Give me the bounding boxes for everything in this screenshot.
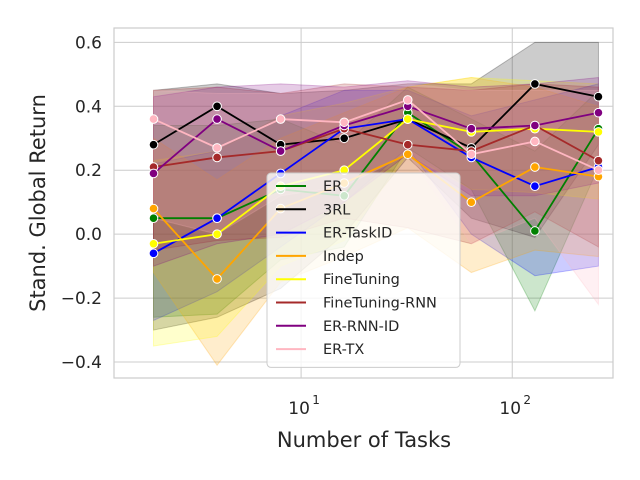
legend-label: ER-TaskID — [323, 226, 392, 242]
y-tick-label: −0.2 — [61, 289, 102, 309]
data-point — [212, 274, 222, 284]
confidence-band — [153, 83, 599, 307]
legend-label: ER — [323, 179, 342, 195]
data-point — [148, 203, 159, 214]
data-point — [530, 120, 540, 131]
legend: ER 3RL ER-TaskID Indep FineTuning FineTuning-… — [266, 172, 461, 368]
legend-label: ER-TX — [323, 342, 364, 358]
data-point — [148, 238, 159, 249]
data-point — [530, 136, 540, 147]
data-point — [530, 226, 540, 236]
data-point — [593, 155, 604, 166]
data-point — [275, 114, 286, 124]
y-axis-label: Stand. Global Return — [26, 94, 50, 312]
y-tick-label: −0.4 — [61, 353, 102, 373]
x-axis-label: Number of Tasks — [277, 428, 451, 452]
data-point — [212, 114, 222, 124]
series-line — [153, 124, 599, 168]
x-tick-exponent: 1 — [312, 393, 320, 407]
data-point — [402, 114, 413, 124]
y-tick-label: 0.6 — [75, 33, 102, 53]
confidence-band — [153, 76, 599, 267]
data-point — [593, 91, 604, 102]
data-point — [466, 197, 477, 208]
legend-label: ER-RNN-ID — [323, 319, 399, 335]
legend-box — [266, 172, 461, 368]
data-point — [402, 95, 413, 105]
data-point — [275, 146, 286, 156]
data-point — [148, 213, 159, 223]
legend-label: 3RL — [323, 202, 350, 218]
data-point — [530, 162, 540, 172]
x-tick-label: 10 — [288, 399, 310, 419]
y-tick-label: 0.0 — [75, 225, 102, 245]
series-line — [153, 118, 599, 255]
data-point — [593, 165, 604, 176]
data-point — [530, 181, 540, 192]
y-tick-label: 0.4 — [75, 97, 102, 117]
series-line — [153, 111, 600, 233]
data-point — [339, 133, 349, 144]
legend-label: FineTuning-RNN — [323, 296, 437, 312]
legend-label: Indep — [323, 249, 364, 265]
series-line — [153, 82, 599, 149]
x-tick-label: 10 — [499, 399, 521, 419]
data-point — [148, 248, 159, 259]
series-line — [153, 98, 599, 172]
data-point — [402, 149, 413, 160]
x-tick-exponent: 2 — [523, 393, 531, 407]
series-line — [152, 153, 599, 281]
x-tick-labels: 10 1 10 2 — [288, 393, 531, 419]
data-point — [148, 139, 159, 150]
data-point — [593, 127, 604, 137]
data-point — [466, 123, 477, 134]
data-point — [402, 139, 413, 150]
data-point — [212, 229, 222, 239]
y-tick-label: 0.2 — [75, 161, 102, 181]
data-point — [212, 101, 222, 112]
data-point — [530, 79, 540, 89]
data-point — [593, 107, 604, 118]
data-point — [339, 117, 349, 128]
data-point — [212, 152, 222, 163]
data-point — [212, 213, 222, 223]
data-point — [212, 143, 222, 153]
data-point — [148, 114, 159, 124]
y-tick-labels: −0.4 −0.2 0.0 0.2 0.4 0.6 — [61, 33, 102, 373]
data-point — [148, 168, 159, 179]
legend-label: FineTuning — [323, 272, 400, 288]
data-point — [466, 149, 477, 160]
plot-frame — [113, 27, 614, 379]
series-line — [152, 105, 599, 175]
series-lines — [152, 82, 600, 281]
